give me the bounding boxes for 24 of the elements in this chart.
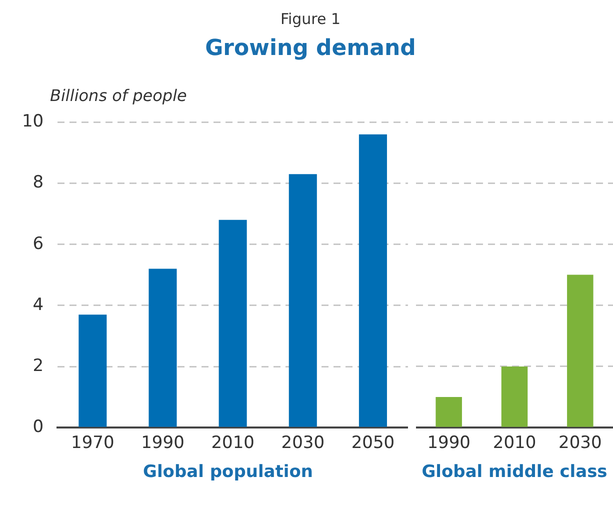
y-tick-label: 0 [32,417,44,438]
y-tick-label: 4 [32,294,44,315]
x-tick-label: 1990 [141,433,184,454]
x-axis-title: Global population [142,462,314,482]
chart-title: Growing demand [204,36,417,61]
bar [148,268,177,427]
bar [78,314,107,427]
y-axis-title: Billions of people [50,86,187,105]
bar [218,220,247,427]
x-tick-label: 2030 [558,433,602,454]
y-tick-label: 10 [22,112,44,132]
x-tick-label: 2030 [281,433,325,454]
x-tick-label: 1990 [427,433,470,454]
x-tick-label: 2050 [351,433,395,454]
x-tick-label: 2010 [492,433,536,454]
y-tick-label: 8 [32,172,44,193]
x-tick-label: 1970 [71,433,114,454]
bar [358,134,387,427]
y-tick-label: 6 [32,234,44,254]
bar [288,174,317,427]
y-tick-label: 2 [32,356,44,376]
x-axis-title: Global middle class [420,462,608,482]
x-tick-label: 2010 [211,433,254,454]
caption: Figure 1 [279,9,342,28]
